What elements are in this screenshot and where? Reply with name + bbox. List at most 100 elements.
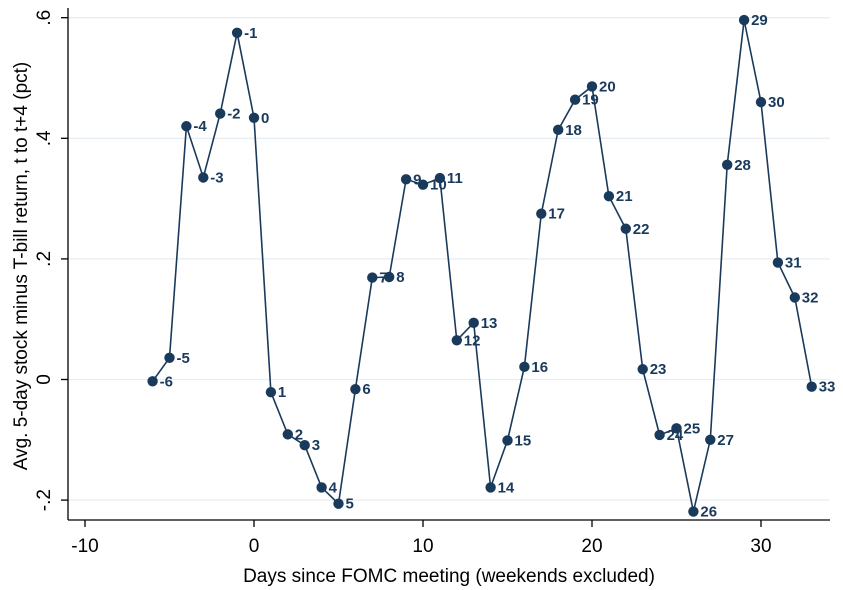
data-point — [722, 159, 733, 171]
series-path — [151, 19, 813, 512]
point-label: 16 — [531, 359, 548, 376]
data-point — [299, 440, 310, 451]
data-point — [553, 124, 564, 136]
x-tick-label: 20 — [581, 536, 602, 557]
data-point — [316, 482, 327, 493]
point-label: 26 — [700, 504, 717, 521]
x-axis-title: Days since FOMC meeting (weekends exclud… — [243, 566, 655, 587]
point-label: 21 — [616, 188, 633, 205]
data-point — [400, 174, 412, 185]
y-axis-title: Avg. 5-day stock minus T-bill return, t … — [11, 62, 32, 471]
data-point — [586, 81, 598, 92]
data-point — [367, 272, 378, 283]
series-line — [151, 19, 813, 512]
point-label: 28 — [734, 157, 751, 174]
data-point — [502, 435, 513, 446]
point-label: -3 — [210, 169, 223, 186]
point-label: 3 — [312, 437, 320, 454]
point-label: 10 — [430, 177, 447, 194]
data-point — [671, 423, 682, 434]
data-point — [705, 434, 716, 445]
x-tick-label: 30 — [750, 536, 771, 557]
data-point — [350, 383, 361, 395]
data-point — [434, 172, 446, 184]
point-label: -5 — [177, 350, 190, 367]
data-point — [384, 271, 395, 283]
axes — [67, 8, 830, 521]
data-point — [417, 179, 429, 190]
data-point — [688, 506, 699, 517]
point-label: 0 — [261, 110, 269, 127]
point-label: 12 — [464, 332, 481, 349]
point-label: 30 — [768, 94, 785, 111]
data-point — [620, 223, 631, 234]
x-tick-label: -10 — [71, 536, 98, 557]
point-label: 6 — [362, 381, 370, 398]
data-point — [147, 376, 158, 387]
y-tick-label: .2 — [34, 251, 55, 267]
point-label: 5 — [346, 496, 354, 513]
point-label: 1 — [278, 384, 286, 401]
point-label: 24 — [667, 427, 684, 444]
y-tick-label: 0 — [34, 374, 55, 385]
x-ticks: -10 0 10 20 30 — [71, 520, 772, 557]
data-point — [231, 27, 243, 38]
data-point — [485, 482, 496, 493]
data-point — [789, 292, 800, 303]
point-label: 7 — [379, 270, 387, 287]
x-tick-label: 0 — [249, 536, 260, 557]
y-tick-label: .6 — [34, 10, 55, 26]
data-point — [282, 429, 293, 440]
point-label: 13 — [481, 315, 498, 332]
y-tick-label: -.2 — [34, 489, 55, 511]
data-point — [654, 429, 665, 441]
data-point — [603, 190, 615, 202]
data-point — [738, 14, 750, 26]
data-point — [569, 94, 581, 105]
data-point — [536, 208, 547, 219]
point-label: -6 — [160, 373, 173, 390]
data-point — [333, 498, 344, 509]
data-point — [265, 386, 277, 398]
data-point — [806, 381, 817, 392]
point-label: 19 — [582, 92, 599, 109]
point-label: 29 — [751, 12, 768, 29]
point-label: 14 — [498, 479, 515, 496]
point-label: 11 — [447, 170, 463, 187]
point-label: 20 — [599, 78, 616, 95]
data-point — [468, 317, 479, 329]
data-point — [519, 361, 530, 373]
point-label: 17 — [548, 206, 565, 223]
point-label: -2 — [227, 106, 240, 123]
data-points — [147, 14, 817, 517]
point-label: -4 — [193, 118, 207, 135]
data-point — [181, 121, 192, 132]
data-point — [451, 335, 462, 346]
point-label: 23 — [650, 361, 667, 378]
point-label: 22 — [633, 221, 650, 238]
point-label: 33 — [819, 379, 836, 396]
data-point — [164, 352, 175, 363]
y-tick-label: .4 — [34, 130, 55, 146]
point-label: 31 — [785, 255, 802, 272]
point-label: 9 — [413, 171, 421, 188]
point-label: 15 — [515, 432, 532, 449]
data-point — [215, 108, 226, 119]
point-label: 2 — [295, 426, 303, 443]
point-label: 27 — [717, 432, 734, 449]
data-point — [637, 364, 648, 375]
point-label: 4 — [329, 479, 338, 496]
point-label: -1 — [244, 25, 257, 42]
data-point — [248, 112, 260, 123]
point-label: 25 — [684, 420, 701, 437]
data-point — [772, 257, 784, 268]
point-label: 18 — [565, 122, 582, 139]
point-label: 8 — [396, 269, 404, 286]
data-point — [198, 172, 209, 183]
x-tick-label: 10 — [412, 536, 433, 557]
data-point — [755, 96, 767, 108]
y-ticks: -.2 0 .2 .4 .6 — [34, 10, 68, 511]
point-label: 32 — [802, 289, 819, 306]
